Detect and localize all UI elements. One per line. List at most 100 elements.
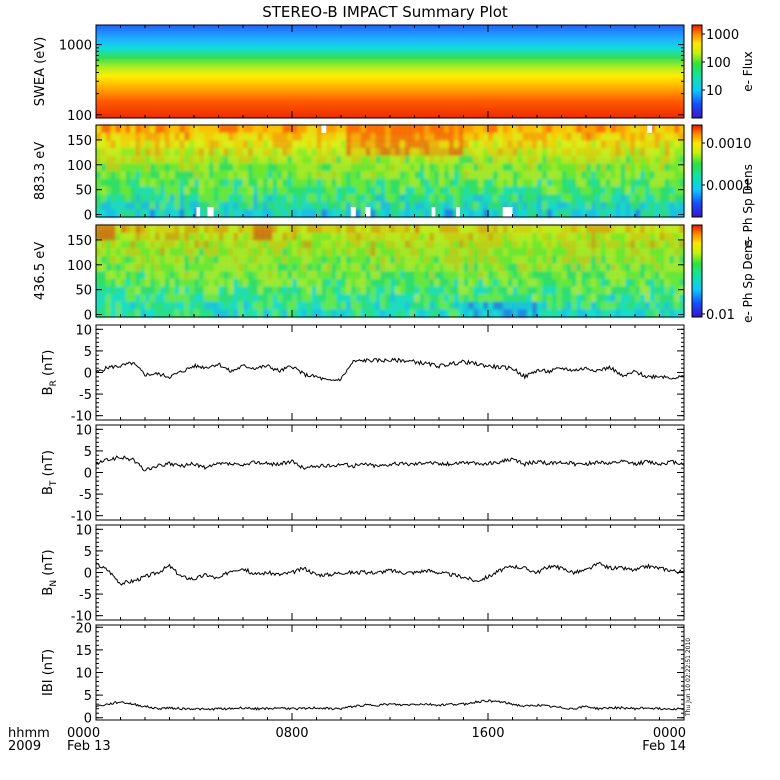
spectrogram-cell (301, 209, 308, 218)
spectrogram-cell (350, 294, 357, 303)
spectrogram-cell (189, 309, 195, 318)
spectrogram-cell (497, 248, 504, 257)
spectrogram-cell (571, 171, 577, 180)
spectrogram-cell (341, 125, 347, 134)
spectrogram-cell (571, 186, 577, 195)
spectrogram-cell (615, 171, 621, 180)
spectrogram-cell (561, 186, 567, 195)
spectrogram-cell (390, 125, 396, 134)
spectrogram-cell (404, 248, 411, 257)
panel-ylabel: IBI (nT) (41, 649, 56, 696)
spectrogram-cell (311, 178, 318, 187)
spectrogram-cell (105, 278, 112, 287)
spectrogram-cell (228, 294, 234, 303)
spectrogram-cell (277, 301, 283, 310)
spectrogram-cell (620, 140, 626, 149)
spectrogram-cell (287, 278, 293, 287)
spectrogram-cell (473, 186, 479, 195)
spectrogram-cell (669, 178, 675, 187)
spectrogram-cell (277, 225, 283, 234)
spectrogram-cell (370, 155, 376, 164)
spectrogram-cell (492, 278, 499, 287)
spectrogram-cell (522, 148, 528, 157)
spectrogram-cell (247, 178, 254, 187)
spectrogram-cell (390, 278, 396, 287)
spectrogram-cell (370, 225, 376, 234)
spectrogram-cell (679, 201, 685, 210)
spectrogram-cell (483, 171, 489, 180)
spectrogram-cell (605, 248, 612, 257)
spectrogram-cell (419, 178, 425, 187)
spectrogram-cell (610, 309, 616, 318)
spectrogram-cell (448, 232, 455, 241)
spectrogram-background (96, 25, 684, 118)
spectrogram-cell (272, 132, 278, 141)
spectrogram-cell (649, 155, 656, 164)
spectrogram-cell (267, 132, 273, 141)
spectrogram-cell (223, 301, 229, 310)
spectrogram-cell (576, 140, 582, 149)
spectrogram-cell (551, 255, 558, 264)
spectrogram-cell (659, 263, 665, 272)
spectrogram-cell (497, 178, 504, 187)
spectrogram-cell (595, 248, 602, 257)
spectrogram-cell (198, 294, 205, 303)
spectrogram-cell (625, 309, 631, 318)
spectrogram-cell (380, 132, 386, 141)
spectrogram-cell (174, 148, 180, 157)
spectrogram-cell (179, 163, 185, 172)
y-tick-label: 50 (75, 184, 92, 199)
spectrogram-cell (458, 140, 465, 149)
spectrogram-cell (203, 294, 210, 303)
spectrogram-cell (605, 309, 612, 318)
spectrogram-cell (223, 140, 229, 149)
spectrogram-cell (517, 178, 523, 187)
spectrogram-cell (517, 263, 523, 272)
spectrogram-cell (424, 255, 430, 264)
spectrogram-cell (571, 201, 577, 210)
spectrogram-cell (282, 309, 288, 318)
spectrogram-cell (414, 155, 420, 164)
spectrogram-cell (448, 271, 455, 280)
spectrogram-cell (478, 178, 484, 187)
spectrogram-cell (679, 132, 685, 141)
spectrogram-cell (654, 178, 661, 187)
spectrogram-cell (434, 125, 440, 134)
spectrogram-cell (566, 255, 572, 264)
spectrogram-cell (154, 186, 161, 195)
spectrogram-cell (635, 278, 641, 287)
spectrogram-cell (301, 225, 308, 234)
spectrogram-cell (306, 186, 313, 195)
spectrogram-cell (316, 148, 322, 157)
spectrogram-cell (600, 194, 607, 203)
spectrogram-cell (581, 232, 587, 241)
spectrogram-cell (419, 240, 425, 249)
spectrogram-cell (257, 178, 264, 187)
spectrogram-cell (184, 294, 190, 303)
spectrogram-cell (610, 278, 616, 287)
spectrogram-cell (159, 178, 166, 187)
spectrogram-cell (605, 278, 612, 287)
spectrogram-cell (512, 278, 518, 287)
spectrogram-cell (497, 286, 504, 295)
spectrogram-cell (130, 271, 136, 280)
spectrogram-cell (615, 232, 621, 241)
spectrogram-cell (527, 286, 533, 295)
spectrogram-cell (243, 286, 249, 295)
y-tick-label: 5 (84, 689, 92, 704)
spectrogram-cell (169, 294, 175, 303)
spectrogram-cell (145, 278, 151, 287)
spectrogram-cell (159, 132, 166, 141)
spectrogram-cell (311, 186, 318, 195)
spectrogram-cell (218, 294, 224, 303)
spectrogram-cell (473, 194, 479, 203)
panel-ylabel: BR (nT) (41, 350, 59, 396)
spectrogram-cell (105, 263, 112, 272)
spectrogram-cell (556, 171, 563, 180)
x-date-label: Feb 14 (642, 739, 686, 754)
spectrogram-cell (243, 201, 249, 210)
spectrogram-cell (301, 255, 308, 264)
spectrogram-cell (174, 125, 180, 134)
spectrogram-cell (115, 240, 122, 249)
